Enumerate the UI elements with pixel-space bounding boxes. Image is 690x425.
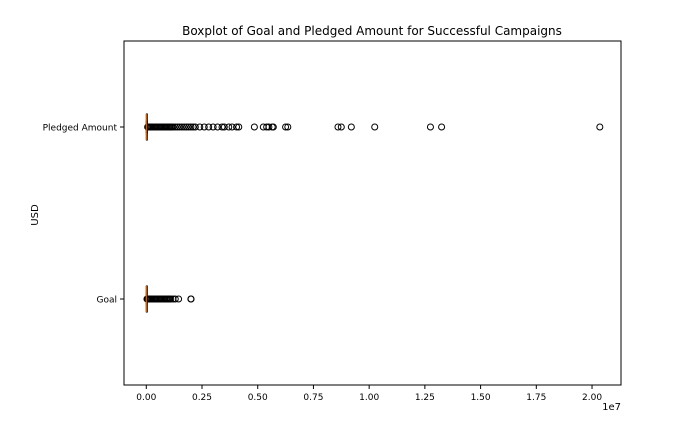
x-tick-label: 0.75 — [303, 393, 323, 403]
x-tick-label: 1.00 — [359, 393, 379, 403]
outlier-point — [235, 123, 243, 131]
outlier-point — [196, 123, 204, 131]
outlier-point — [175, 295, 183, 303]
outlier-point — [178, 123, 186, 131]
outlier-point — [220, 123, 228, 131]
outlier-point — [171, 123, 179, 131]
x-tick-label: 1.25 — [415, 393, 435, 403]
y-axis-label: USD — [30, 204, 41, 226]
x-tick-label: 0.50 — [248, 393, 268, 403]
outlier-point — [209, 123, 217, 131]
outlier-point — [200, 123, 208, 131]
outlier-point — [191, 123, 199, 131]
outlier-point — [171, 295, 179, 303]
outlier-point — [250, 123, 258, 131]
outlier-point — [596, 123, 604, 131]
outlier-point — [225, 123, 233, 131]
outlier-point — [185, 123, 193, 131]
outlier-point — [347, 123, 355, 131]
outlier-point — [176, 123, 184, 131]
outlier-point — [337, 123, 345, 131]
x-tick-label: 0.00 — [136, 393, 156, 403]
outlier-point — [233, 123, 241, 131]
outlier-point — [214, 123, 222, 131]
outlier-point — [282, 123, 290, 131]
y-tick-label: Goal — [97, 296, 118, 306]
outlier-point — [371, 123, 379, 131]
outlier-point — [334, 123, 342, 131]
x-tick-label: 1.75 — [526, 393, 546, 403]
outlier-point — [228, 123, 236, 131]
outlier-point — [269, 123, 277, 131]
outlier-point — [180, 123, 188, 131]
outlier-point — [218, 123, 226, 131]
outlier-point — [284, 123, 292, 131]
x-tick-label: 1.50 — [471, 393, 491, 403]
chart-marks: 0.00 0.25 0.50 0.75 1.00 1.25 1.50 1.75 2.00 Goal… — [43, 113, 604, 403]
x-scale-note: 1e7 — [602, 402, 621, 413]
outlier-point — [182, 123, 190, 131]
outlier-point — [205, 123, 213, 131]
outlier-point — [438, 123, 446, 131]
plot-frame — [123, 40, 622, 386]
outlier-point — [426, 123, 434, 131]
outlier-point — [265, 123, 273, 131]
outlier-point — [173, 123, 181, 131]
outlier-point — [169, 123, 177, 131]
outlier-point — [187, 295, 195, 303]
y-tick-label: Pledged Amount — [43, 124, 118, 134]
outlier-point — [189, 123, 197, 131]
x-tick-label: 2.00 — [582, 393, 602, 403]
outlier-point — [187, 123, 195, 131]
x-tick-label: 0.25 — [192, 393, 212, 403]
chart-title: Boxplot of Goal and Pledged Amount for S… — [182, 24, 562, 38]
outlier-point — [167, 295, 175, 303]
